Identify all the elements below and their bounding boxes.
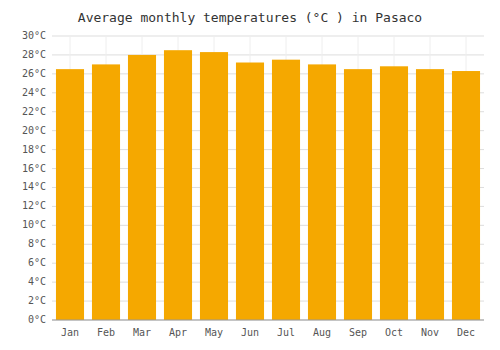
y-tick-label: 12°C — [22, 200, 46, 211]
bar — [56, 69, 84, 320]
y-tick-label: 28°C — [22, 49, 46, 60]
x-tick-label: Nov — [421, 327, 439, 338]
x-tick-label: Jun — [241, 327, 259, 338]
y-tick-label: 14°C — [22, 181, 46, 192]
bar — [92, 64, 120, 320]
x-tick-label: Oct — [385, 327, 403, 338]
bar — [380, 66, 408, 320]
bar — [416, 69, 444, 320]
bar — [164, 50, 192, 320]
bars — [56, 50, 480, 320]
y-tick-label: 6°C — [28, 257, 46, 268]
x-tick-label: Apr — [169, 327, 187, 338]
y-grid-line — [52, 320, 484, 321]
y-grid-line — [52, 36, 484, 37]
bar — [308, 64, 336, 320]
y-tick-label: 30°C — [22, 30, 46, 41]
y-tick-label: 0°C — [28, 314, 46, 325]
x-tick-label: Dec — [457, 327, 475, 338]
y-tick-label: 10°C — [22, 219, 46, 230]
bar — [272, 60, 300, 320]
y-tick-label: 16°C — [22, 163, 46, 174]
x-tick-label: Aug — [313, 327, 331, 338]
x-tick-label: May — [205, 327, 223, 338]
bar — [344, 69, 372, 320]
bar — [128, 55, 156, 320]
y-tick-label: 8°C — [28, 238, 46, 249]
chart-container: 0°C 2°C 4°C 6°C 8°C 10°C 12°C 14°C 16°C 18°C 20°C 2… — [0, 0, 500, 350]
bar — [236, 63, 264, 320]
grid — [52, 36, 484, 320]
y-tick-label: 20°C — [22, 125, 46, 136]
y-tick-label: 26°C — [22, 68, 46, 79]
y-tick-label: 24°C — [22, 87, 46, 98]
y-tick-label: 18°C — [22, 144, 46, 155]
x-axis: Jan Feb Mar Apr May Jun Jul Aug Sep Oct Nov Dec — [52, 320, 484, 338]
x-tick-label: Mar — [133, 327, 151, 338]
chart-title: Average monthly temperatures (°C ) in Pa… — [78, 10, 422, 25]
y-tick-label: 22°C — [22, 106, 46, 117]
x-tick-label: Jan — [61, 327, 79, 338]
y-grid-line — [52, 54, 484, 55]
bar — [200, 52, 228, 320]
x-tick-label: Sep — [349, 327, 367, 338]
bar — [452, 71, 480, 320]
y-tick-label: 4°C — [28, 276, 46, 287]
x-tick-label: Feb — [97, 327, 115, 338]
x-axis-line — [52, 320, 484, 321]
y-tick-label: 2°C — [28, 295, 46, 306]
x-tick-label: Jul — [277, 327, 295, 338]
y-axis: 0°C 2°C 4°C 6°C 8°C 10°C 12°C 14°C 16°C 18°C 20°C 2… — [22, 30, 46, 325]
chart-svg: 0°C 2°C 4°C 6°C 8°C 10°C 12°C 14°C 16°C 18°C 20°C 2… — [0, 0, 500, 350]
